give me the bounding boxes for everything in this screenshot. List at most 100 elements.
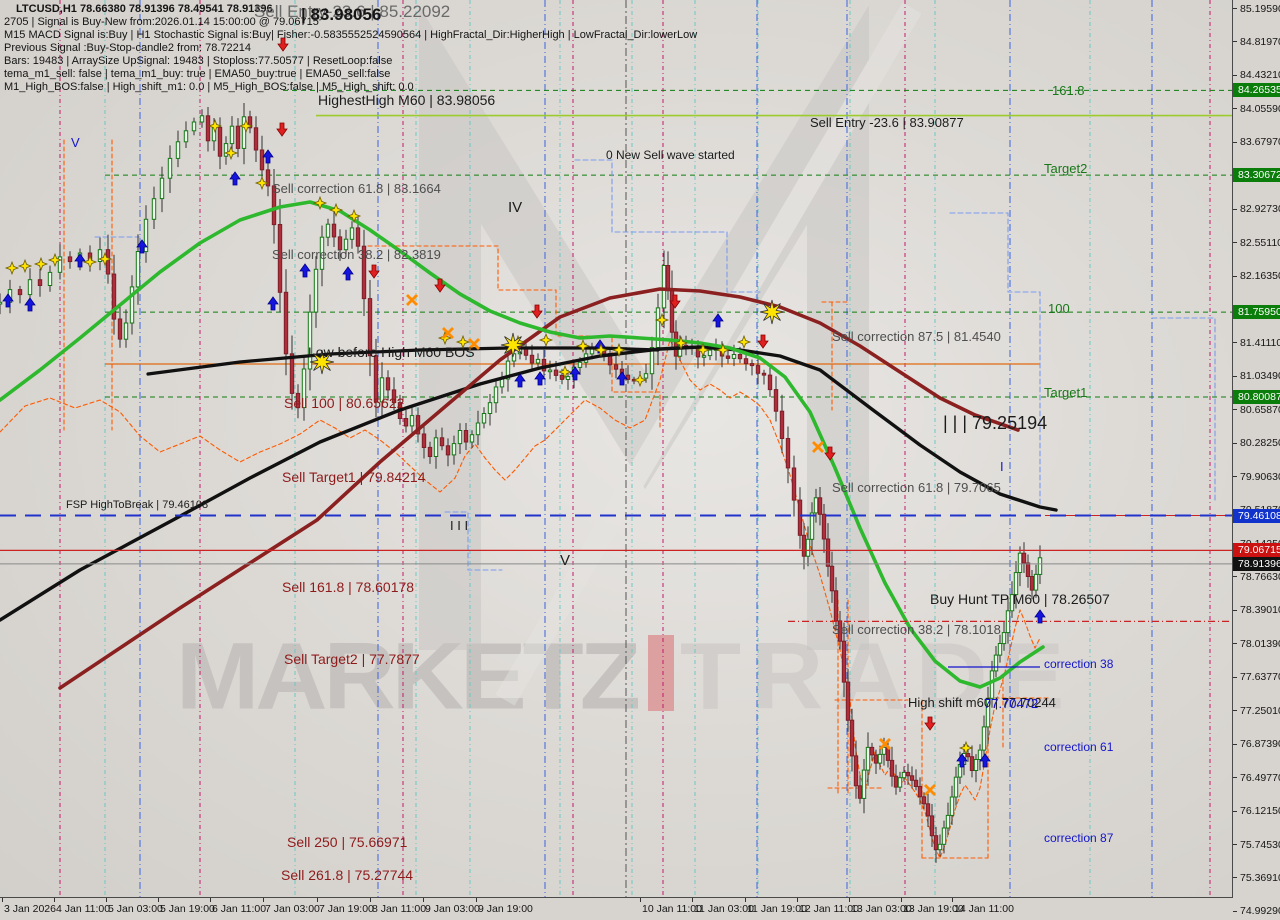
price-tick-label: 84.43210 — [1240, 69, 1280, 82]
signal-star-icon — [455, 334, 471, 350]
sell-arrow-icon — [368, 264, 380, 279]
price-tick-label: 84.81970 — [1240, 35, 1280, 48]
signal-star-icon — [82, 254, 98, 270]
price-tick-label: 76.87390 — [1240, 738, 1280, 751]
price-tick-label: 80.65870 — [1240, 403, 1280, 416]
ma-green — [0, 200, 1045, 689]
price-tick-label: 82.55110 — [1240, 236, 1280, 249]
time-axis[interactable]: 3 Jan 2026 4 Jan 11:00 5 Jan 03:00 5 Jan 19… — [0, 897, 1233, 920]
price-tick-mark — [1233, 208, 1237, 210]
exit-cross-icon — [924, 784, 936, 796]
price-tick-mark — [1233, 910, 1237, 912]
price-tick-mark — [1233, 810, 1237, 812]
sell-arrow-icon — [434, 278, 446, 293]
price-tick-label: 77.63770 — [1240, 671, 1280, 684]
price-tick-label: 75.36910 — [1240, 871, 1280, 884]
price-tick-mark — [1233, 74, 1237, 76]
time-tick-label: 12 Jan 11:00 — [799, 903, 859, 915]
buy-arrow-icon — [1034, 609, 1046, 624]
price-tick-mark — [1233, 375, 1237, 377]
level-lines — [105, 89, 1232, 398]
time-tick-mark — [54, 898, 55, 902]
price-tick-label: 76.12150 — [1240, 805, 1280, 818]
price-tick-mark — [1233, 141, 1237, 143]
sell-arrow-icon — [757, 334, 769, 349]
price-tick-mark — [1233, 643, 1237, 645]
sell-arrow-icon — [276, 122, 288, 137]
sell-arrow-icon — [277, 37, 289, 52]
time-tick-label: 8 Jan 11:00 — [372, 903, 427, 915]
buy-arrow-icon — [342, 266, 354, 281]
sell-entry-top-label: Sell Entry-23.6 | 85.22092 — [254, 2, 451, 21]
price-badge: 78.91396 — [1233, 556, 1280, 571]
time-tick-mark — [476, 898, 477, 902]
signal-star-icon — [47, 252, 63, 268]
price-badge: 83.30672 — [1233, 168, 1280, 183]
buy-arrow-icon — [616, 371, 628, 386]
price-tick-label: 81.41110 — [1240, 336, 1280, 349]
sell-arrow-icon — [824, 446, 836, 461]
price-tick-label: 78.39010 — [1240, 604, 1280, 617]
price-tick-mark — [1233, 8, 1237, 9]
time-tick-label: 13 Jan 03:00 — [851, 903, 912, 915]
time-tick-label: 7 Jan 19:00 — [319, 903, 374, 915]
price-tick-mark — [1233, 877, 1237, 879]
price-tick-mark — [1233, 710, 1237, 712]
signal-star-icon — [223, 145, 239, 161]
time-tick-mark — [849, 898, 850, 902]
signal-star-icon — [346, 208, 362, 224]
signal-star-icon — [695, 342, 711, 358]
buy-arrow-icon — [299, 263, 311, 278]
time-tick-mark — [210, 898, 211, 902]
buy-arrow-icon — [267, 296, 279, 311]
time-tick-mark — [745, 898, 746, 902]
price-tick-label: 81.03490 — [1240, 370, 1280, 383]
signal-star-icon — [254, 175, 270, 191]
signal-star-icon — [97, 251, 113, 267]
price-tick-label: 80.28250 — [1240, 437, 1280, 450]
time-tick-label: 3 Jan 2026 — [4, 903, 56, 915]
time-tick-label: 14 Jan 11:00 — [954, 903, 1014, 915]
signal-star-icon — [654, 312, 670, 328]
price-axis[interactable]: 85.19590 84.81970 84.43210 84.05590 83.67970… — [1232, 0, 1280, 920]
time-tick-mark — [640, 898, 641, 902]
price-tick-label: 79.90630 — [1240, 470, 1280, 483]
price-badge: 80.80087 — [1233, 389, 1280, 404]
buy-arrow-icon — [514, 373, 526, 388]
exit-cross-icon — [468, 338, 480, 350]
price-tick-mark — [1233, 409, 1237, 411]
signal-star-icon — [557, 364, 573, 380]
time-tick-label: 6 Jan 11:00 — [212, 903, 267, 915]
price-tick-label: 82.16350 — [1240, 270, 1280, 283]
price-tick-mark — [1233, 844, 1237, 845]
time-tick-label: 7 Jan 03:00 — [265, 903, 320, 915]
ma-black — [0, 345, 1058, 622]
chart-canvas[interactable] — [0, 0, 1233, 897]
burst-star-icon — [309, 349, 335, 375]
price-tick-mark — [1233, 476, 1237, 478]
buy-arrow-icon — [262, 149, 274, 164]
price-tick-label: 75.74530 — [1240, 838, 1280, 851]
signal-star-icon — [575, 338, 591, 354]
signal-star-icon — [593, 342, 609, 358]
price-tick-label: 85.19590 — [1240, 2, 1280, 15]
signal-star-icon — [632, 372, 648, 388]
buy-arrow-icon — [229, 171, 241, 186]
price-tick-mark — [1233, 108, 1237, 110]
buy-arrow-icon — [712, 313, 724, 328]
time-tick-mark — [692, 898, 693, 902]
highest-high-top-label: | 83.98056 — [301, 5, 382, 24]
time-tick-label: 5 Jan 19:00 — [160, 903, 215, 915]
signal-star-icon — [328, 202, 344, 218]
buy-arrow-icon — [534, 371, 546, 386]
price-tick-mark — [1233, 576, 1237, 578]
signal-star-icon — [958, 740, 974, 756]
price-lines — [0, 514, 1232, 668]
signal-star-icon — [673, 335, 689, 351]
time-tick-label: 13 Jan 19:00 — [903, 903, 964, 915]
time-tick-label: 9 Jan 03:00 — [425, 903, 480, 915]
time-tick-mark — [317, 898, 318, 902]
ma-maroon — [58, 287, 1020, 690]
signal-star-icon — [33, 256, 49, 272]
